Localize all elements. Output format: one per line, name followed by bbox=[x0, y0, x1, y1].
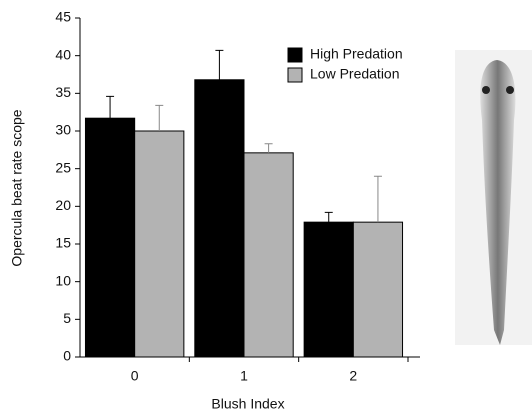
y-tick-label: 10 bbox=[55, 272, 71, 288]
y-tick-label: 40 bbox=[55, 46, 71, 62]
x-axis-label: Blush Index bbox=[211, 396, 284, 412]
y-tick-label: 30 bbox=[55, 122, 71, 138]
bar bbox=[303, 221, 354, 358]
bar bbox=[134, 130, 185, 358]
fish-photo bbox=[455, 50, 532, 345]
error-bar bbox=[324, 211, 333, 223]
bar bbox=[194, 79, 245, 358]
legend-label: Low Predation bbox=[310, 66, 400, 82]
y-tick-label: 0 bbox=[63, 348, 71, 364]
x-tick-label: 1 bbox=[240, 368, 248, 384]
y-tick-label: 20 bbox=[55, 197, 71, 213]
y-tick-label: 35 bbox=[55, 84, 71, 100]
error-bar bbox=[373, 175, 382, 223]
legend-swatch bbox=[287, 47, 303, 63]
y-tick-label: 5 bbox=[63, 310, 71, 326]
x-tick-label: 0 bbox=[131, 368, 139, 384]
x-tick-label: 2 bbox=[349, 368, 357, 384]
error-bar bbox=[155, 104, 164, 131]
bar bbox=[84, 117, 136, 358]
legend-swatch bbox=[287, 67, 303, 83]
y-axis-label: Opercula beat rate scope bbox=[9, 109, 25, 266]
bar bbox=[352, 221, 404, 358]
error-bar bbox=[106, 95, 115, 119]
bar bbox=[243, 152, 294, 358]
y-tick-label: 45 bbox=[55, 9, 71, 25]
legend-label: High Predation bbox=[310, 46, 403, 62]
y-tick-label: 25 bbox=[55, 159, 71, 175]
error-bar bbox=[264, 143, 273, 153]
error-bar bbox=[215, 49, 224, 80]
y-tick-label: 15 bbox=[55, 235, 71, 251]
